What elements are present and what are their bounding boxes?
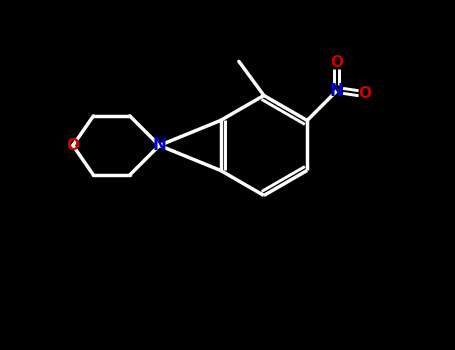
- Text: N: N: [330, 82, 344, 100]
- Text: O: O: [359, 86, 371, 101]
- Text: O: O: [66, 138, 80, 153]
- Text: N: N: [152, 136, 166, 154]
- Text: O: O: [330, 55, 343, 70]
